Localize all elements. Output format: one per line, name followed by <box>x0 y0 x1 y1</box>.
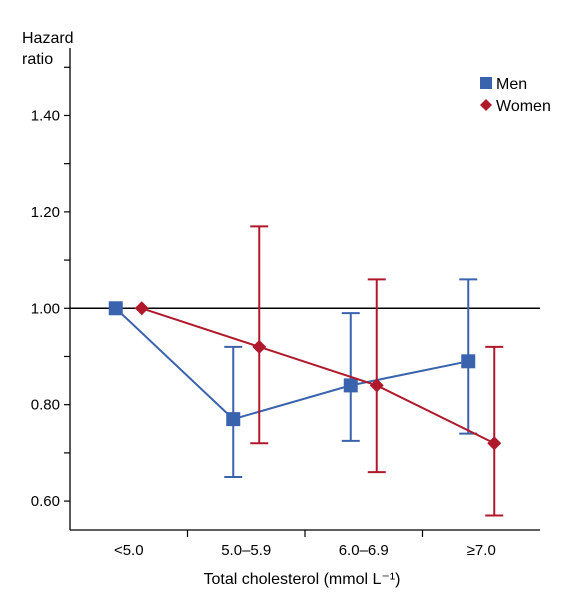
women-data-point <box>369 378 384 393</box>
legend: Men Women <box>480 76 551 115</box>
x-tick-label: <5.0 <box>114 542 144 559</box>
women-legend-label: Women <box>496 98 551 115</box>
x-tick-label: 6.0–6.9 <box>339 542 389 559</box>
y-tick-label: 1.20 <box>31 204 60 221</box>
women-data-point <box>252 339 267 354</box>
men-data-point <box>343 378 358 393</box>
men-data-point <box>461 354 476 369</box>
y-tick-label: 0.80 <box>31 397 60 414</box>
y-axis-label-line1: Hazard <box>22 30 74 47</box>
women-series-line <box>141 307 495 445</box>
y-tick-label: 1.00 <box>31 300 60 317</box>
men-data-point <box>226 412 241 427</box>
men-series-line <box>115 307 469 421</box>
chart-data-layer <box>108 225 504 517</box>
women-data-point <box>487 436 502 451</box>
y-axis-label-line2: ratio <box>22 51 53 68</box>
men-legend-label: Men <box>496 76 527 93</box>
x-axis-label: Total cholesterol (mmol L⁻¹) <box>204 571 401 588</box>
x-tick-label: 5.0–5.9 <box>221 542 271 559</box>
chart-axes-layer: 0.60 0.80 1.00 1.20 1.40 <5.0 5.0–5.9 6.0–6.9 ≥7… <box>31 48 540 559</box>
men-data-point <box>108 301 123 316</box>
women-legend-marker <box>480 99 492 111</box>
men-legend-marker <box>480 77 492 89</box>
y-tick-label: 1.40 <box>31 107 60 124</box>
women-data-point <box>134 301 149 316</box>
x-tick-label: ≥7.0 <box>467 542 496 559</box>
y-tick-label: 0.60 <box>31 493 60 510</box>
